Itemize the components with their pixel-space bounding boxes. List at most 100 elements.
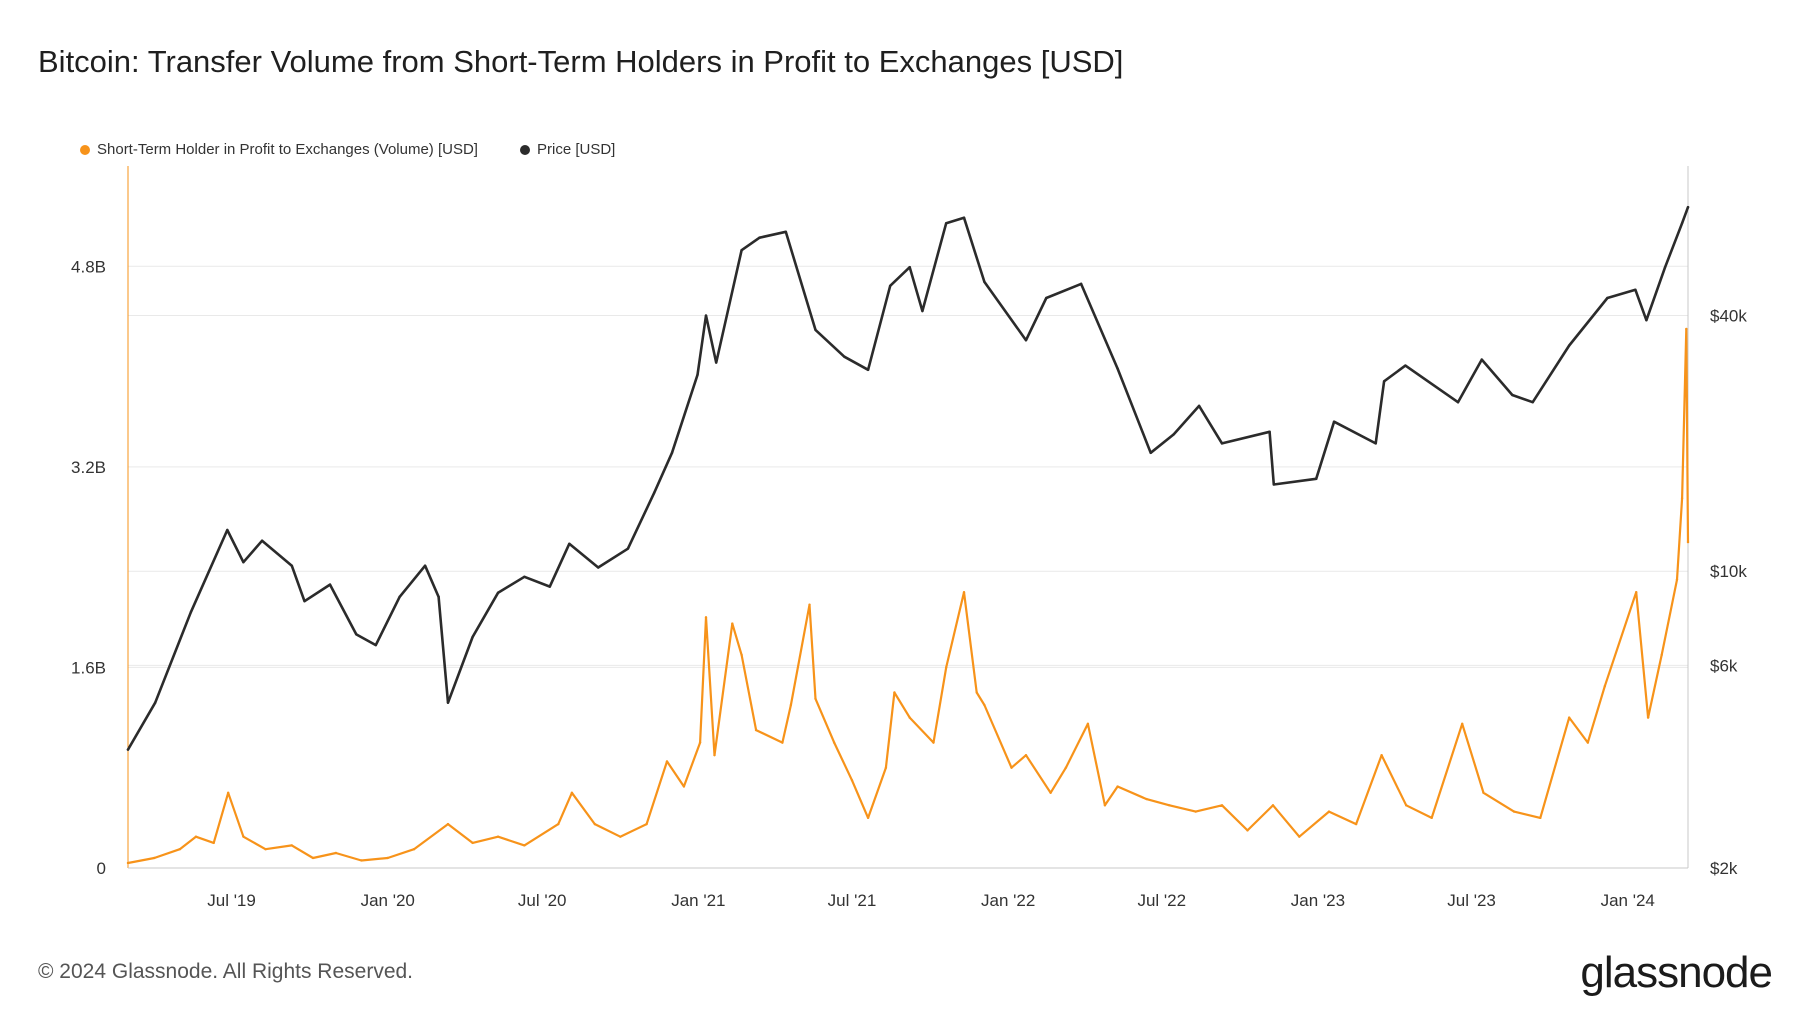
y-left-tick-label-0: 0 xyxy=(97,859,106,878)
volume-point-68 xyxy=(1539,816,1542,820)
price-point-21 xyxy=(626,547,630,550)
price-point-10 xyxy=(374,643,378,647)
price-point-34 xyxy=(908,265,911,269)
volume-point-43 xyxy=(962,591,966,594)
volume-point-13 xyxy=(412,847,416,851)
x-tick-label-0: Jul '19 xyxy=(207,891,256,910)
volume-point-55 xyxy=(1194,810,1197,813)
volume-point-7 xyxy=(264,847,267,851)
volume-point-72 xyxy=(1635,591,1638,594)
volume-point-0 xyxy=(126,861,130,865)
price-point-23 xyxy=(670,451,674,455)
volume-point-8 xyxy=(290,844,294,847)
legend-item-volume[interactable]: Short-Term Holder in Profit to Exchanges… xyxy=(80,141,478,158)
price-point-45 xyxy=(1197,404,1201,408)
price-point-33 xyxy=(888,284,892,288)
price-point-20 xyxy=(597,566,600,569)
price-point-48 xyxy=(1272,483,1276,486)
price-point-35 xyxy=(921,309,924,313)
price-point-16 xyxy=(496,591,500,594)
volume-point-45 xyxy=(983,703,986,707)
volume-point-10 xyxy=(334,851,338,855)
volume-point-25 xyxy=(698,741,702,744)
price-point-4 xyxy=(242,561,245,564)
volume-point-40 xyxy=(908,716,911,719)
volume-point-23 xyxy=(665,760,669,763)
volume-point-3 xyxy=(194,835,198,838)
volume-point-51 xyxy=(1103,804,1107,807)
volume-point-6 xyxy=(242,835,245,838)
price-point-2 xyxy=(189,611,193,614)
price-point-0 xyxy=(126,748,130,751)
glassnode-logo: glassnode xyxy=(1580,948,1773,997)
y-right-tick-label-0: $2k xyxy=(1710,859,1738,878)
price-point-36 xyxy=(944,221,948,225)
price-point-55 xyxy=(1480,358,1483,361)
volume-point-46 xyxy=(1010,766,1013,769)
volume-point-67 xyxy=(1512,810,1516,813)
price-point-64 xyxy=(1686,205,1690,209)
y-right-tick-label-2: $10k xyxy=(1710,562,1747,581)
price-point-15 xyxy=(471,635,474,639)
price-point-43 xyxy=(1149,451,1152,455)
volume-point-34 xyxy=(814,697,817,700)
volume-point-19 xyxy=(570,791,574,794)
volume-point-12 xyxy=(386,856,389,860)
y-left-tick-label-2: 3.2B xyxy=(71,458,106,477)
price-point-62 xyxy=(1663,265,1667,269)
x-tick-label-8: Jul '23 xyxy=(1447,891,1496,910)
price-point-18 xyxy=(548,585,552,588)
volume-point-47 xyxy=(1024,753,1028,757)
volume-point-15 xyxy=(471,841,474,845)
volume-point-14 xyxy=(446,822,450,826)
volume-point-1 xyxy=(153,856,156,860)
price-point-39 xyxy=(1024,338,1028,342)
price-point-38 xyxy=(983,280,986,284)
price-point-32 xyxy=(866,368,870,372)
price-point-19 xyxy=(568,542,571,546)
price-point-56 xyxy=(1511,393,1514,397)
price-point-22 xyxy=(653,491,656,494)
volume-point-41 xyxy=(932,741,935,744)
price-point-7 xyxy=(303,599,306,603)
volume-point-52 xyxy=(1116,785,1119,788)
legend-dot-volume xyxy=(80,144,90,155)
volume-point-77 xyxy=(1685,327,1688,331)
volume-point-18 xyxy=(557,822,560,826)
volume-point-50 xyxy=(1086,722,1090,726)
price-point-6 xyxy=(290,564,294,567)
volume-point-36 xyxy=(850,779,854,782)
volume-point-21 xyxy=(619,835,622,838)
x-tick-label-4: Jul '21 xyxy=(828,891,877,910)
price-point-60 xyxy=(1634,288,1637,291)
x-tick-label-6: Jul '22 xyxy=(1137,891,1186,910)
price-point-8 xyxy=(328,583,332,586)
price-point-27 xyxy=(740,249,743,252)
price-point-14 xyxy=(446,701,450,704)
price-point-46 xyxy=(1220,442,1224,445)
volume-point-9 xyxy=(311,856,315,860)
y-left-tick-label-3: 4.8B xyxy=(71,257,106,276)
volume-point-59 xyxy=(1298,835,1301,838)
volume-point-61 xyxy=(1354,822,1358,826)
y-left-tick-label-1: 1.6B xyxy=(71,658,106,677)
volume-point-33 xyxy=(808,603,811,606)
price-point-17 xyxy=(523,575,526,579)
price-point-13 xyxy=(437,595,440,599)
volume-point-24 xyxy=(682,785,686,788)
legend-item-price[interactable]: Price [USD] xyxy=(519,141,615,158)
volume-point-69 xyxy=(1567,716,1571,719)
price-point-59 xyxy=(1606,296,1609,300)
x-tick-label-3: Jan '21 xyxy=(671,891,725,910)
volume-point-76 xyxy=(1680,496,1684,500)
volume-point-65 xyxy=(1461,722,1464,726)
price-point-11 xyxy=(398,595,401,599)
volume-point-58 xyxy=(1271,804,1275,807)
volume-point-66 xyxy=(1482,791,1485,794)
volume-point-64 xyxy=(1430,816,1433,820)
volume-point-11 xyxy=(360,859,363,862)
volume-point-57 xyxy=(1246,829,1249,832)
price-point-29 xyxy=(784,230,787,233)
x-tick-label-2: Jul '20 xyxy=(518,891,567,910)
